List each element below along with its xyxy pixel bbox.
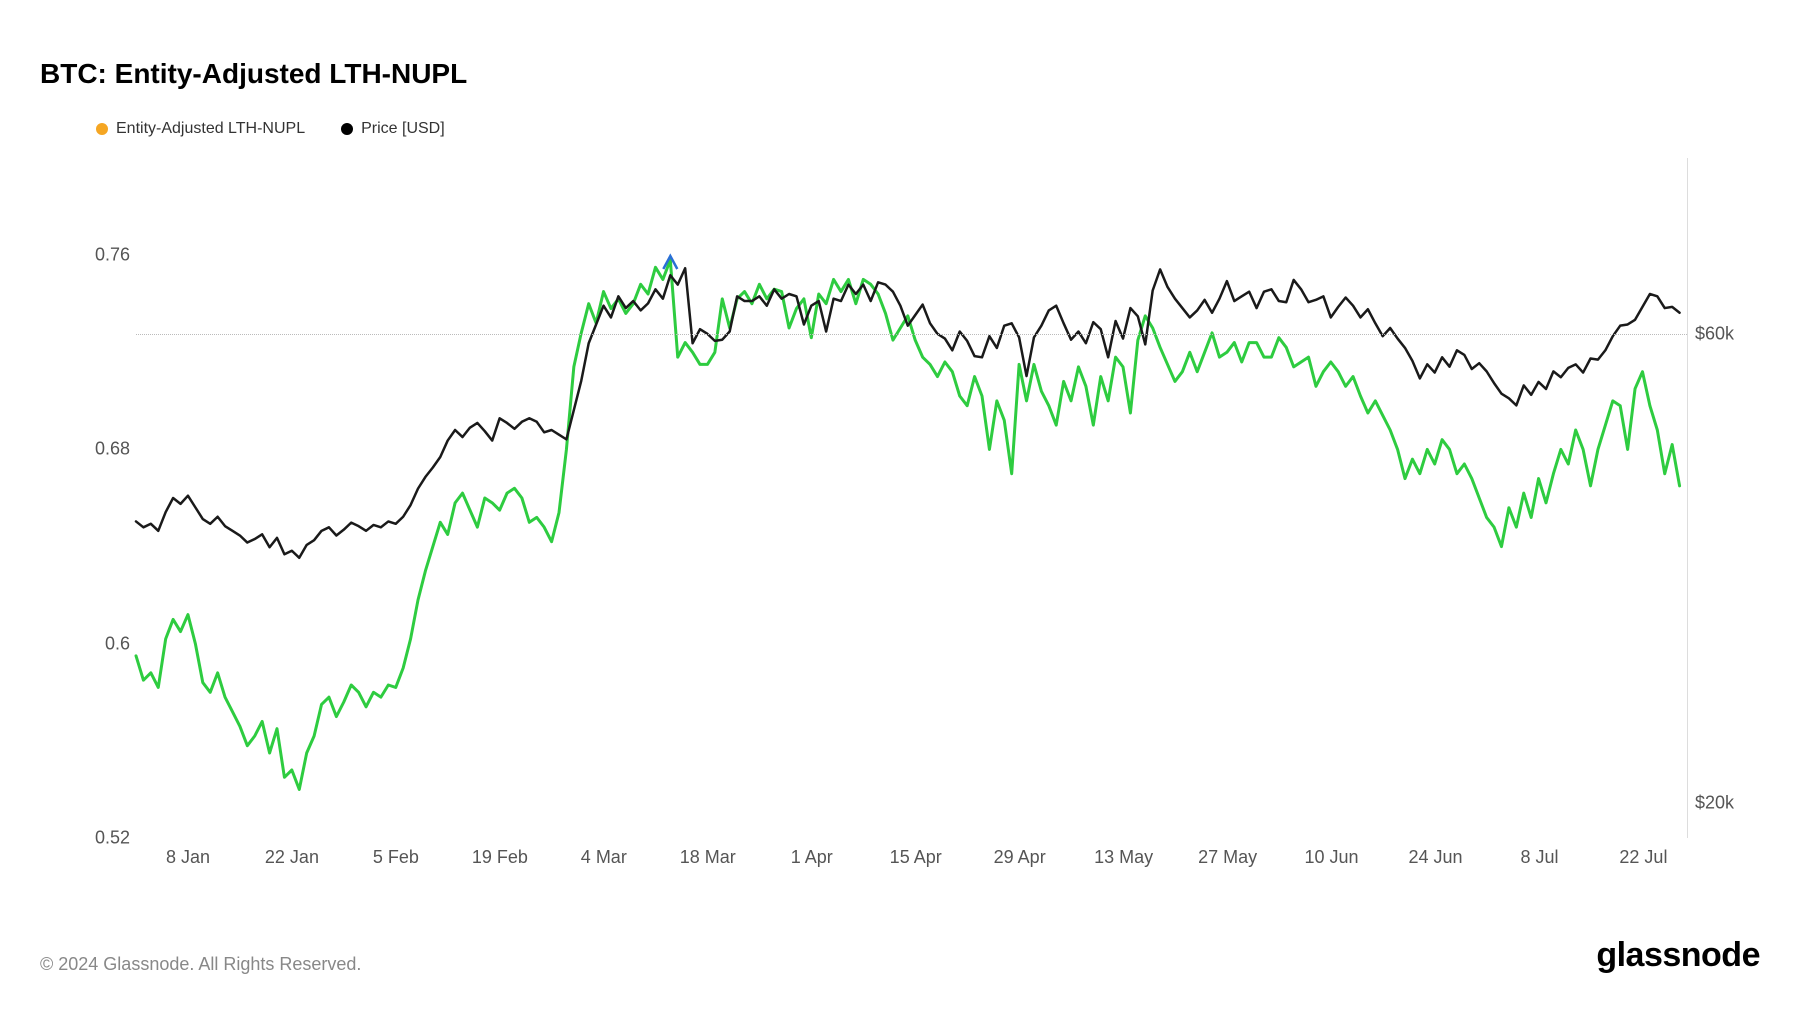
x-tick: 15 Apr xyxy=(890,847,942,868)
legend: Entity-Adjusted LTH-NUPL Price [USD] xyxy=(96,120,1760,138)
x-tick: 10 Jun xyxy=(1305,847,1359,868)
plot-area xyxy=(136,158,1688,838)
x-tick: 13 May xyxy=(1094,847,1153,868)
x-tick: 19 Feb xyxy=(472,847,528,868)
x-tick: 29 Apr xyxy=(994,847,1046,868)
chart-container: BTC: Entity-Adjusted LTH-NUPL Entity-Adj… xyxy=(0,0,1800,1013)
x-tick: 22 Jan xyxy=(265,847,319,868)
legend-item-nupl: Entity-Adjusted LTH-NUPL xyxy=(96,120,305,138)
y-left-tick: 0.68 xyxy=(80,439,130,460)
reference-line xyxy=(136,334,1687,335)
y-right-tick: $20k xyxy=(1695,792,1750,813)
legend-label-price: Price [USD] xyxy=(361,120,445,138)
x-tick: 22 Jul xyxy=(1619,847,1667,868)
x-tick: 8 Jul xyxy=(1520,847,1558,868)
legend-dot-price xyxy=(341,123,353,135)
x-tick: 8 Jan xyxy=(166,847,210,868)
series-nupl xyxy=(136,260,1680,789)
x-tick: 24 Jun xyxy=(1408,847,1462,868)
y-right-tick: $60k xyxy=(1695,323,1750,344)
x-tick: 18 Mar xyxy=(680,847,736,868)
x-tick: 27 May xyxy=(1198,847,1257,868)
series-price xyxy=(136,268,1680,558)
y-left-tick: 0.52 xyxy=(80,828,130,849)
chart-area: 0.52 0.6 0.68 0.76 $20k $60k 8 Jan 22 Jan 5 Feb 1… xyxy=(40,148,1760,888)
x-tick: 1 Apr xyxy=(791,847,833,868)
x-tick: 4 Mar xyxy=(581,847,627,868)
chart-svg xyxy=(136,158,1687,838)
legend-dot-nupl xyxy=(96,123,108,135)
legend-label-nupl: Entity-Adjusted LTH-NUPL xyxy=(116,120,305,138)
y-left-tick: 0.6 xyxy=(80,633,130,654)
y-left-tick: 0.76 xyxy=(80,245,130,266)
copyright-text: © 2024 Glassnode. All Rights Reserved. xyxy=(40,954,361,975)
x-tick: 5 Feb xyxy=(373,847,419,868)
brand-logo: glassnode xyxy=(1596,936,1760,975)
chart-title: BTC: Entity-Adjusted LTH-NUPL xyxy=(40,58,1760,90)
legend-item-price: Price [USD] xyxy=(341,120,445,138)
footer: © 2024 Glassnode. All Rights Reserved. g… xyxy=(40,936,1760,975)
